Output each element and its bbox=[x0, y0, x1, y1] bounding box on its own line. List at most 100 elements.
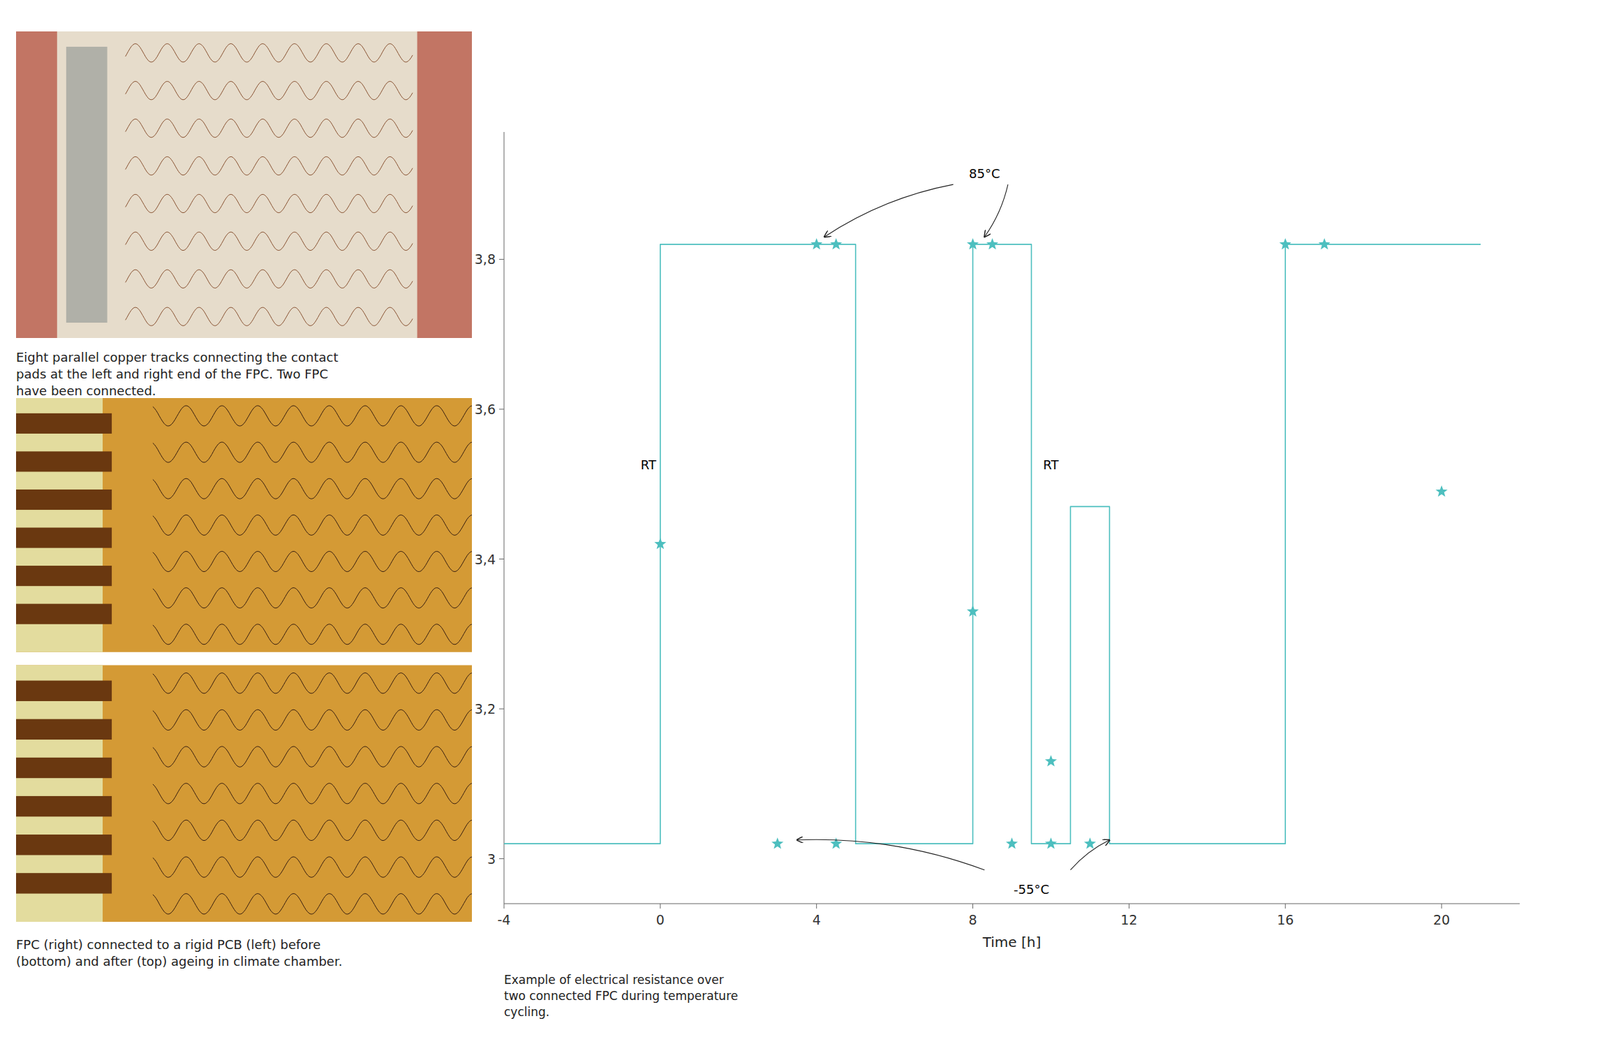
x-axis-line bbox=[504, 903, 1520, 905]
photo-bottom bbox=[16, 397, 472, 922]
measurement-point bbox=[1084, 836, 1096, 849]
x-tick-label: -4 bbox=[497, 911, 511, 928]
caption-top: Eight parallel copper tracks connecting … bbox=[16, 349, 338, 398]
measurement-point bbox=[830, 238, 842, 250]
graph-caption-line: two connected FPC during temperature bbox=[504, 988, 738, 1003]
measurement-point bbox=[830, 836, 842, 849]
graph-caption-line: cycling. bbox=[504, 1004, 550, 1019]
y-tick bbox=[499, 558, 505, 560]
photo-background bbox=[16, 31, 472, 338]
y-axis-line bbox=[504, 131, 505, 904]
signal-line bbox=[504, 244, 1481, 844]
y-tick bbox=[499, 857, 505, 859]
annotation-arrow bbox=[1070, 839, 1110, 870]
photo-pcb-trace bbox=[16, 527, 112, 548]
annotation-arrow bbox=[984, 184, 1009, 237]
x-tick bbox=[659, 903, 661, 909]
photo-track bbox=[152, 893, 472, 914]
measurement-point bbox=[1045, 836, 1057, 849]
photo-track bbox=[152, 478, 472, 499]
photo-track bbox=[152, 405, 472, 426]
x-tick bbox=[816, 903, 817, 909]
x-tick bbox=[1128, 903, 1130, 909]
photo-track bbox=[152, 856, 472, 877]
photo-track bbox=[125, 269, 413, 288]
y-tick-label: 3,8 bbox=[474, 251, 496, 267]
annotation: RT bbox=[640, 457, 657, 472]
photo-track bbox=[152, 441, 472, 463]
photo-pcb-trace bbox=[16, 413, 112, 434]
measurement-point bbox=[1279, 238, 1292, 250]
annotation: -55°C bbox=[1013, 881, 1050, 897]
measurement-point bbox=[966, 605, 979, 617]
photo-track bbox=[125, 156, 413, 175]
photo-pcb-trace bbox=[16, 680, 112, 701]
measurement-point bbox=[1318, 238, 1331, 250]
graph-caption-line: Example of electrical resistance over bbox=[504, 972, 724, 987]
photo-pcb-trace bbox=[16, 834, 112, 855]
measurement-point bbox=[1045, 754, 1057, 766]
photo-top bbox=[16, 31, 472, 338]
x-tick-label: 12 bbox=[1120, 911, 1138, 928]
caption-bottom: FPC (right) connected to a rigid PCB (le… bbox=[16, 936, 343, 969]
photo-connector bbox=[66, 46, 108, 323]
y-tick bbox=[499, 258, 505, 260]
annotation-arrow bbox=[824, 184, 954, 237]
photo-track bbox=[152, 587, 472, 609]
measurement-point bbox=[654, 537, 666, 549]
measurement-point bbox=[986, 238, 999, 250]
photo-track bbox=[152, 709, 472, 730]
x-tick bbox=[1285, 903, 1286, 909]
photo-track bbox=[125, 81, 413, 100]
x-tick bbox=[504, 903, 505, 909]
photo-track bbox=[125, 231, 413, 250]
photo-pcb-trace bbox=[16, 795, 112, 817]
photo-pcb-trace bbox=[16, 603, 112, 625]
photo-track bbox=[152, 783, 472, 804]
caption-bottom-line: FPC (right) connected to a rigid PCB (le… bbox=[16, 936, 321, 952]
photo-track bbox=[125, 194, 413, 213]
measurement-point bbox=[810, 238, 823, 250]
photo-pcb-trace bbox=[16, 450, 112, 472]
x-tick-label: 20 bbox=[1433, 911, 1450, 928]
x-tick-label: 8 bbox=[968, 911, 977, 928]
photo-track bbox=[152, 819, 472, 840]
y-tick bbox=[499, 408, 505, 410]
photo-track bbox=[125, 118, 413, 137]
photo-track bbox=[152, 551, 472, 572]
measurement-point bbox=[1435, 485, 1448, 497]
caption-top-line: have been connected. bbox=[16, 383, 157, 398]
caption-top-line: Eight parallel copper tracks connecting … bbox=[16, 349, 338, 365]
photo-pad bbox=[417, 31, 472, 338]
x-axis-label: Time [h] bbox=[982, 933, 1042, 951]
photo-track bbox=[125, 307, 413, 326]
x-tick-label: 4 bbox=[812, 911, 821, 928]
annotation: RT bbox=[1042, 457, 1059, 472]
x-tick-label: 16 bbox=[1276, 911, 1294, 928]
y-tick-label: 3,2 bbox=[474, 700, 496, 717]
annotations: 85°C -55°C RT RT bbox=[640, 166, 1110, 897]
photo-pad bbox=[16, 31, 58, 338]
plot-area bbox=[504, 238, 1481, 849]
measurement-point bbox=[966, 238, 979, 250]
caption-top-line: pads at the left and right end of the FP… bbox=[16, 366, 329, 382]
photo-pcb-trace bbox=[16, 565, 112, 586]
photo-background bbox=[16, 397, 472, 653]
x-tick bbox=[972, 903, 974, 909]
y-tick-label: 3 bbox=[487, 850, 496, 867]
photo-pcb-trace bbox=[16, 757, 112, 778]
photo-track bbox=[152, 672, 472, 694]
graph-caption: Example of electrical resistance overtwo… bbox=[504, 972, 738, 1019]
photo-background bbox=[16, 665, 472, 923]
photo-pcb-trace bbox=[16, 719, 112, 740]
y-tick-label: 3,6 bbox=[474, 401, 496, 417]
x-tick bbox=[1441, 903, 1443, 909]
x-tick-label: 0 bbox=[656, 911, 665, 928]
photo-track bbox=[125, 43, 413, 63]
y-tick-label: 3,4 bbox=[474, 551, 496, 567]
y-tick bbox=[499, 708, 505, 710]
caption-bottom-line: (bottom) and after (top) ageing in clima… bbox=[16, 953, 343, 969]
axes: -4 0 4 8 12 16 20 3 3,2 3,4 3,6 3,8 Time [h] bbox=[474, 131, 1520, 951]
annotation: 85°C bbox=[968, 166, 1000, 181]
measurement-point bbox=[771, 836, 784, 849]
